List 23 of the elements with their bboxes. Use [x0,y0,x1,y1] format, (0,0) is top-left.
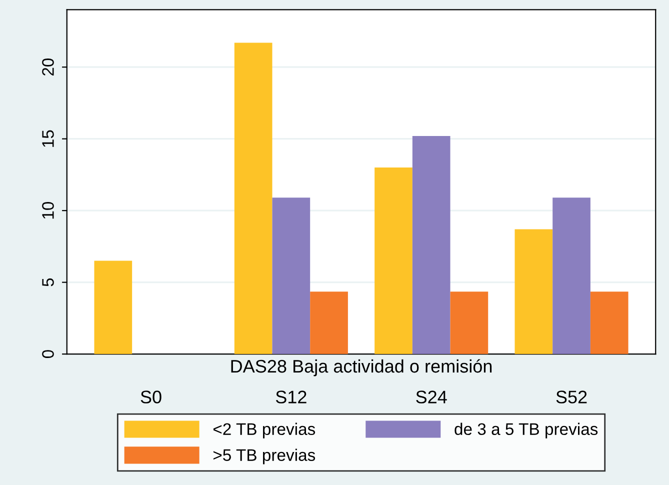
y-tick-label: 20 [42,58,54,76]
legend-label: <2 TB previas [213,422,316,438]
bar [412,136,450,354]
y-tick-label: 15 [42,130,54,147]
bar [590,292,628,354]
bar [552,198,590,354]
y-tick-label: 5 [42,278,54,286]
bar [94,260,132,354]
x-tick-label: S12 [276,390,306,404]
bar [450,292,488,354]
bar [374,168,412,354]
y-tick-label: 10 [42,202,54,219]
x-tick-label: S0 [140,390,162,404]
bar [234,42,272,354]
bar [514,229,553,354]
y-tick-label: 0 [42,350,54,358]
x-tick-label: S24 [416,390,447,404]
bar [272,198,310,354]
x-tick-label: S52 [556,390,587,404]
x-axis-title: DAS28 Baja actividad o remisión [231,359,492,376]
legend-label: de 3 a 5 TB previas [454,422,598,438]
legend-label: >5 TB previas [213,448,316,464]
bar [310,292,348,354]
